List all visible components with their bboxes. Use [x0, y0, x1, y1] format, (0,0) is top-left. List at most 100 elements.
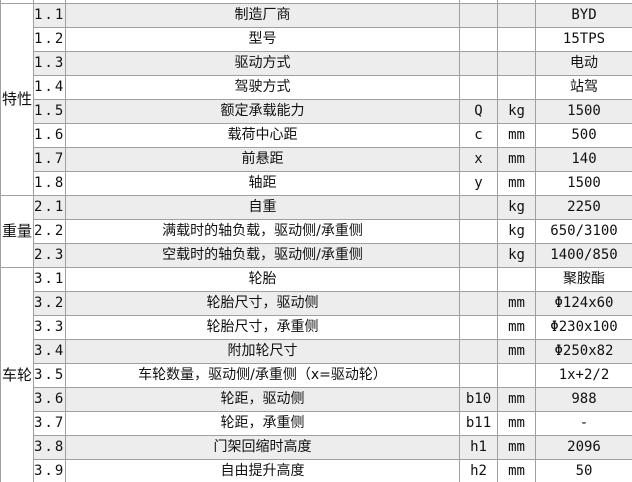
symbol-cell: x [459, 147, 498, 172]
value-cell: 650/3100 [535, 219, 632, 244]
description-cell: 轮距，驱动侧 [65, 387, 460, 412]
table-row: 3.2 轮胎尺寸，驱动侧 mm Φ124x60 [1, 291, 632, 316]
table-row: 2.2 满载时的轴负载，驱动侧/承重侧 kg 650/3100 [1, 219, 632, 244]
description-cell: 轮距，承重侧 [65, 411, 460, 436]
symbol-cell [459, 243, 498, 268]
description-cell: 型号 [65, 27, 460, 52]
grid-line [459, 0, 460, 3]
row-number-cell: 3.5 [33, 363, 66, 388]
clipped-row-above [0, 0, 632, 3]
table-row: 3.6 轮距，驱动侧 b10 mm 988 [1, 387, 632, 412]
row-number-cell: 1.2 [33, 27, 66, 52]
unit-cell [497, 363, 536, 388]
symbol-cell: Q [459, 99, 498, 124]
table-row: 特性 1.1 制造厂商 BYD [0, 3, 632, 196]
unit-cell: kg [497, 195, 536, 220]
symbol-cell: b11 [459, 411, 498, 436]
symbol-cell: h1 [459, 435, 498, 460]
description-cell: 车轮数量，驱动侧/承重侧（x=驱动轮） [65, 363, 460, 388]
description-cell: 额定承载能力 [65, 99, 460, 124]
unit-cell: mm [497, 459, 536, 482]
value-cell: 电动 [535, 51, 632, 76]
symbol-cell [459, 339, 498, 364]
description-cell: 门架回缩时高度 [65, 435, 460, 460]
value-cell: - [535, 411, 632, 436]
row-number-cell: 3.1 [33, 267, 66, 292]
unit-cell: mm [497, 411, 536, 436]
table-row: 3.4 附加轮尺寸 mm Φ250x82 [1, 339, 632, 364]
symbol-cell [459, 3, 498, 28]
grid-line [497, 0, 498, 3]
row-number-cell: 2.2 [33, 219, 66, 244]
unit-cell: mm [497, 147, 536, 172]
row-number-cell: 3.9 [33, 459, 66, 482]
symbol-cell [459, 291, 498, 316]
table-row: 3.9 自由提升高度 h2 mm 50 [1, 459, 632, 482]
value-cell: 1500 [535, 99, 632, 124]
unit-cell [497, 27, 536, 52]
table-row: 1.6 载荷中心距 c mm 500 [1, 123, 632, 148]
row-number-cell: 2.1 [33, 195, 66, 220]
symbol-cell: c [459, 123, 498, 148]
value-cell: Φ250x82 [535, 339, 632, 364]
unit-cell: mm [497, 387, 536, 412]
table-row: 3.5 车轮数量，驱动侧/承重侧（x=驱动轮） 1x+2/2 [1, 363, 632, 388]
symbol-cell [459, 315, 498, 340]
unit-cell: mm [497, 291, 536, 316]
unit-cell [497, 51, 536, 76]
table-row: 1.7 前悬距 x mm 140 [1, 147, 632, 172]
row-number-cell: 3.8 [33, 435, 66, 460]
description-cell: 附加轮尺寸 [65, 339, 460, 364]
table-row: 重量 2.1 自重 kg 2250 [0, 195, 632, 268]
category-cell: 特性 [0, 3, 34, 196]
value-cell: 1x+2/2 [535, 363, 632, 388]
row-number-cell: 1.1 [33, 3, 66, 28]
symbol-cell [459, 27, 498, 52]
row-number-cell: 3.2 [33, 291, 66, 316]
table-row: 2.3 空载时的轴负载，驱动侧/承重侧 kg 1400/850 [1, 243, 632, 268]
description-cell: 驱动方式 [65, 51, 460, 76]
unit-cell: mm [497, 435, 536, 460]
symbol-cell: h2 [459, 459, 498, 482]
row-number-cell: 3.7 [33, 411, 66, 436]
unit-cell [497, 75, 536, 100]
description-cell: 自由提升高度 [65, 459, 460, 482]
spec-table: 特性 1.1 制造厂商 BYD 1.2 型号 15TPS 1.3 驱动方式 电动 1.4 驾驶方式 站驾… [0, 3, 632, 482]
table-row: 3.8 门架回缩时高度 h1 mm 2096 [1, 435, 632, 460]
table-row: 1.8 轴距 y mm 1500 [1, 171, 632, 196]
table-row: 3.7 轮距，承重侧 b11 mm - [1, 411, 632, 436]
symbol-cell [459, 75, 498, 100]
symbol-cell [459, 195, 498, 220]
description-cell: 满载时的轴负载，驱动侧/承重侧 [65, 219, 460, 244]
row-number-cell: 1.3 [33, 51, 66, 76]
description-cell: 轮胎 [65, 267, 460, 292]
symbol-cell [459, 51, 498, 76]
description-cell: 驾驶方式 [65, 75, 460, 100]
table-row: 1.2 型号 15TPS [1, 27, 632, 52]
symbol-cell [459, 267, 498, 292]
row-number-cell: 1.6 [33, 123, 66, 148]
unit-cell: mm [497, 123, 536, 148]
table-row: 1.3 驱动方式 电动 [1, 51, 632, 76]
unit-cell [497, 267, 536, 292]
grid-line [33, 0, 34, 3]
row-number-cell: 3.6 [33, 387, 66, 412]
symbol-cell [459, 219, 498, 244]
unit-cell: mm [497, 315, 536, 340]
description-cell: 轮胎尺寸，驱动侧 [65, 291, 460, 316]
symbol-cell [459, 363, 498, 388]
unit-cell: kg [497, 99, 536, 124]
grid-line [535, 0, 536, 3]
value-cell: Φ124x60 [535, 291, 632, 316]
value-cell: 2250 [535, 195, 632, 220]
value-cell: 站驾 [535, 75, 632, 100]
unit-cell: mm [497, 339, 536, 364]
symbol-cell: b10 [459, 387, 498, 412]
value-cell: BYD [535, 3, 632, 28]
value-cell: 500 [535, 123, 632, 148]
row-number-cell: 1.4 [33, 75, 66, 100]
unit-cell: kg [497, 243, 536, 268]
value-cell: 聚胺酯 [535, 267, 632, 292]
spec-table-body: 特性 1.1 制造厂商 BYD 1.2 型号 15TPS 1.3 驱动方式 电动 1.4 驾驶方式 站驾… [0, 3, 632, 482]
